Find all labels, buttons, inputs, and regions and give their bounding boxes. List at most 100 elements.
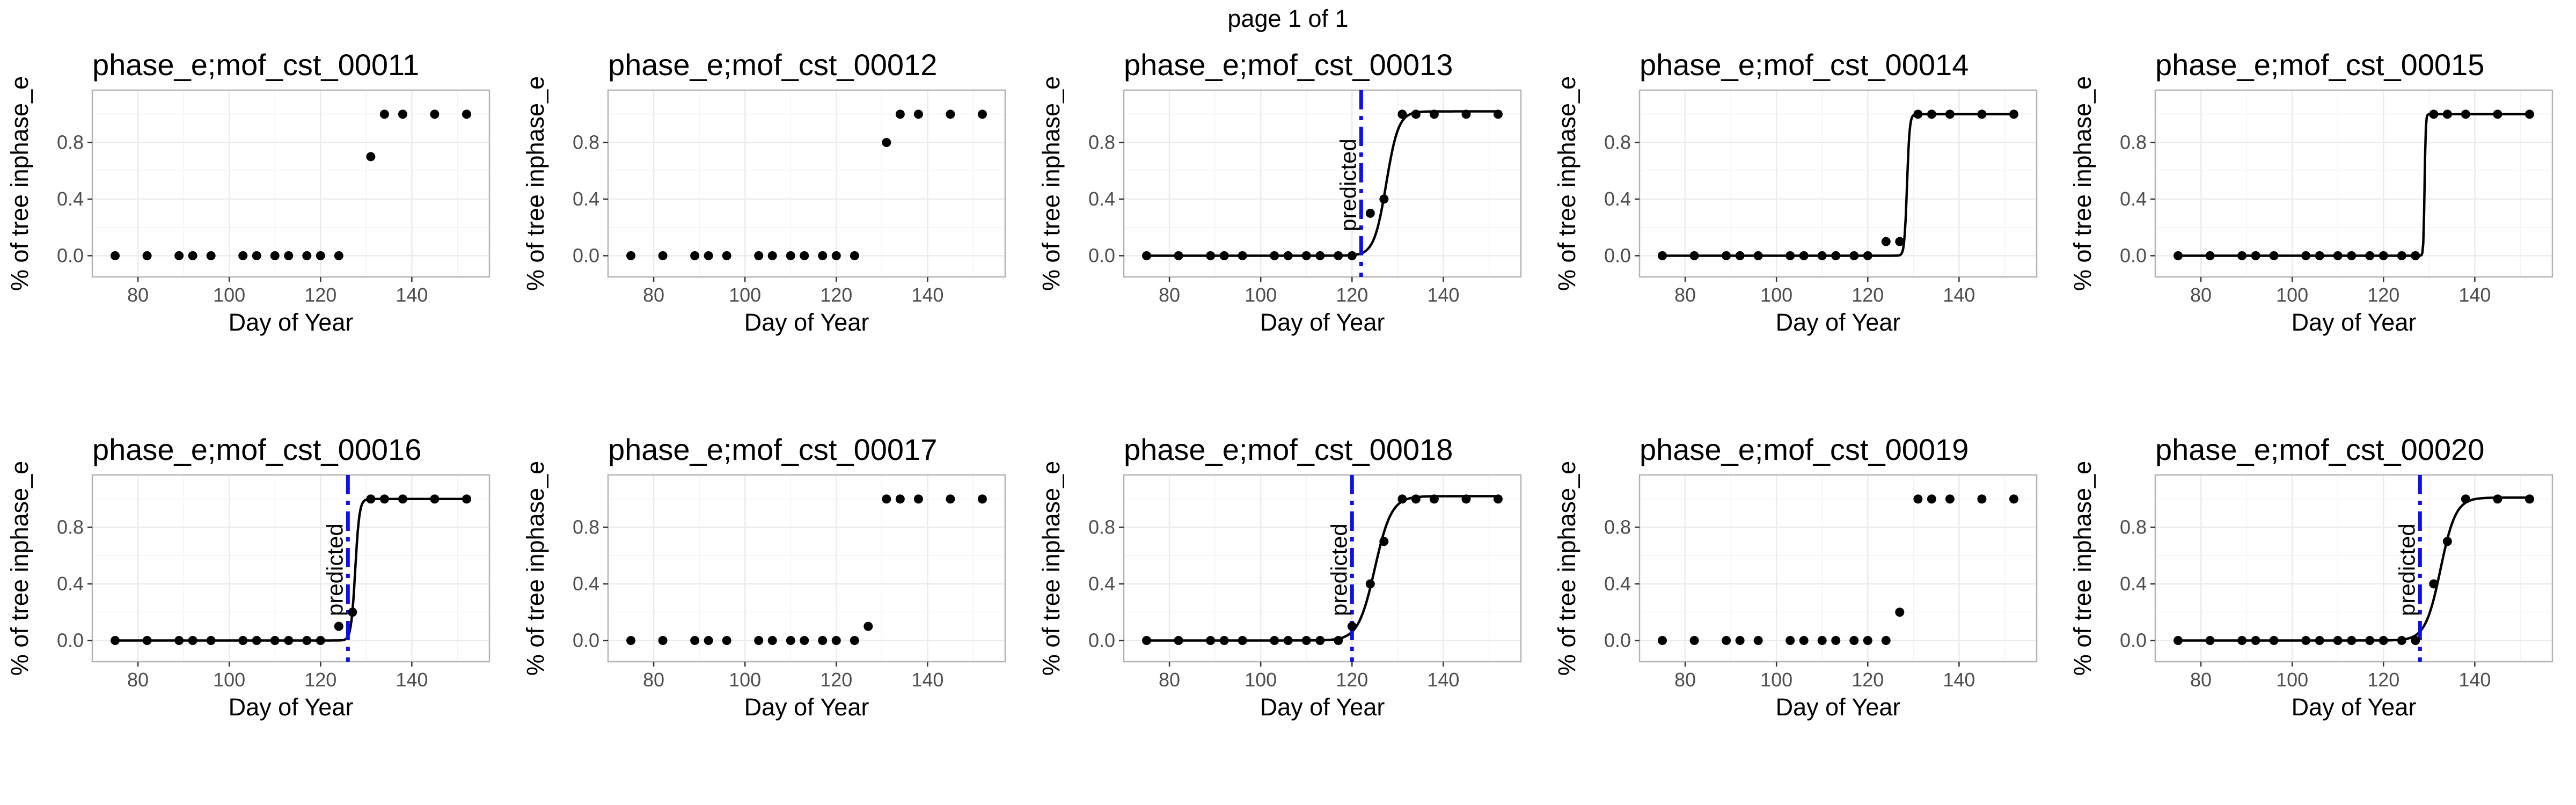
x-tick-label: 80: [643, 669, 664, 691]
data-point: [462, 109, 471, 119]
data-point: [1977, 109, 1987, 119]
x-tick-label: 120: [1851, 284, 1884, 306]
data-point: [1206, 635, 1216, 645]
panel-title: phase_e;mof_cst_00012: [608, 48, 937, 82]
data-point: [850, 635, 859, 645]
panel-border: [1123, 474, 1522, 663]
y-tick-label: 0.4: [2120, 188, 2147, 210]
panel-title: phase_e;mof_cst_00011: [92, 48, 419, 82]
data-point: [1301, 251, 1311, 260]
data-point: [1863, 251, 1872, 260]
x-axis-label: Day of Year: [229, 693, 354, 721]
data-point: [722, 251, 731, 260]
data-point: [863, 621, 873, 631]
data-point: [2493, 494, 2502, 504]
x-axis-label: Day of Year: [1776, 693, 1901, 721]
y-tick-label: 0.0: [2120, 244, 2147, 266]
data-point: [1817, 251, 1827, 260]
y-tick-label: 0.8: [573, 516, 599, 538]
data-point: [1493, 109, 1503, 119]
data-point: [690, 251, 700, 260]
data-point: [1379, 194, 1389, 204]
data-point: [1334, 251, 1343, 260]
data-point: [1493, 494, 1503, 504]
data-point: [831, 251, 841, 260]
facet-panel-9: 80 100 120 140 0.0 0.4 0.8 phase_e;mof_cst_0001…: [1553, 433, 2038, 721]
data-point: [786, 635, 795, 645]
data-point: [1658, 251, 1667, 260]
y-tick-label: 0.8: [2120, 516, 2147, 538]
data-point: [1881, 635, 1891, 645]
data-point: [238, 635, 248, 645]
data-point: [1347, 621, 1357, 631]
y-tick-label: 0.0: [1604, 244, 1631, 266]
data-point: [1315, 635, 1325, 645]
data-point: [2442, 109, 2452, 119]
panel-border: [607, 474, 1006, 663]
data-point: [1881, 237, 1891, 246]
data-point: [786, 251, 795, 260]
x-tick-label: 100: [1760, 284, 1792, 306]
x-tick-label: 120: [1336, 669, 1368, 691]
data-point: [2315, 251, 2324, 260]
data-point: [348, 608, 357, 617]
y-tick-label: 0.8: [1088, 516, 1115, 538]
data-point: [704, 635, 713, 645]
data-point: [1831, 251, 1841, 260]
facet-panel-1: 80 100 120 140 0.0 0.4 0.8 phase_e;mof_cst_0001…: [6, 48, 491, 336]
data-point: [188, 251, 197, 260]
data-point: [2411, 251, 2420, 260]
data-point: [252, 635, 261, 645]
data-point: [754, 635, 764, 645]
data-point: [142, 635, 152, 645]
data-point: [2461, 494, 2470, 504]
x-tick-label: 100: [1760, 669, 1792, 691]
facet-panel-7: 80 100 120 140 0.0 0.4 0.8 phase_e;mof_cst_0001…: [522, 433, 1006, 721]
x-tick-label: 140: [396, 669, 428, 691]
data-point: [1927, 109, 1936, 119]
data-point: [2429, 579, 2439, 589]
data-point: [882, 494, 891, 504]
data-point: [1945, 494, 1955, 504]
data-point: [1429, 494, 1439, 504]
data-point: [2524, 109, 2534, 119]
panel-border: [1638, 89, 2038, 278]
data-point: [1238, 251, 1247, 260]
data-point: [1174, 635, 1183, 645]
x-axis-label: Day of Year: [2292, 309, 2417, 336]
fitted-curve: [2178, 496, 2530, 642]
panel-title: phase_e;mof_cst_00014: [1640, 48, 1968, 82]
x-tick-label: 100: [2276, 284, 2308, 306]
data-point: [2333, 251, 2343, 260]
x-tick-label: 140: [1427, 284, 1459, 306]
predicted-label: predicted: [1326, 523, 1351, 616]
data-point: [1722, 635, 1731, 645]
y-tick-label: 0.0: [1088, 629, 1115, 651]
data-point: [188, 635, 197, 645]
x-tick-label: 100: [1245, 284, 1277, 306]
data-point: [2442, 537, 2452, 546]
data-point: [366, 494, 376, 504]
data-point: [174, 635, 184, 645]
data-point: [111, 635, 120, 645]
x-tick-label: 100: [213, 669, 245, 691]
y-tick-label: 0.4: [573, 573, 599, 595]
data-point: [379, 494, 389, 504]
data-point: [1347, 251, 1357, 260]
panel-border: [91, 89, 491, 278]
y-tick-label: 0.0: [1604, 629, 1631, 651]
data-point: [316, 251, 325, 260]
panel-border: [2154, 89, 2553, 278]
data-point: [2251, 635, 2260, 645]
data-point: [658, 635, 668, 645]
y-axis-label: % of tree inphase_e: [1553, 461, 1580, 676]
data-point: [2315, 635, 2324, 645]
predicted-label: predicted: [2394, 523, 2419, 616]
data-point: [430, 109, 440, 119]
y-axis-label: % of tree inphase_e: [522, 76, 549, 291]
data-point: [2269, 635, 2279, 645]
data-point: [2009, 109, 2018, 119]
data-point: [946, 109, 955, 119]
data-point: [2347, 251, 2357, 260]
